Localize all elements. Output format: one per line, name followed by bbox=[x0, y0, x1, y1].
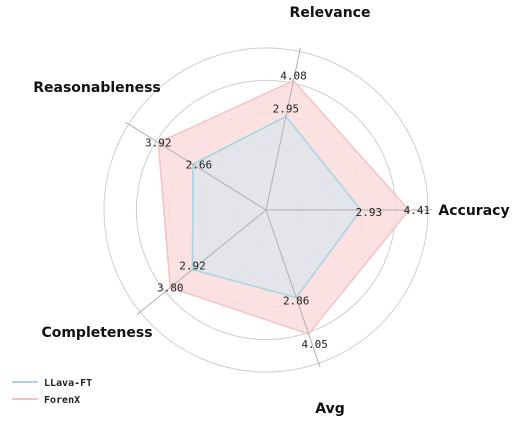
radar-series bbox=[157, 79, 410, 336]
value-label-forenx-avg: 4.05 bbox=[301, 338, 328, 351]
value-label-forenx-reasonableness: 3.92 bbox=[145, 137, 172, 150]
legend-label-forenx: ForenX bbox=[44, 395, 80, 406]
value-label-llava-ft-avg: 2.86 bbox=[283, 295, 310, 308]
axis-label-reasonableness: Reasonableness bbox=[33, 80, 161, 96]
legend: LLava-FT ForenX bbox=[12, 378, 92, 406]
value-label-llava-ft-relevance: 2.95 bbox=[273, 103, 300, 116]
value-label-forenx-relevance: 4.08 bbox=[280, 70, 307, 83]
value-label-forenx-accuracy: 4.41 bbox=[404, 204, 431, 217]
legend-label-llava-ft: LLava-FT bbox=[44, 378, 92, 389]
value-labels: 2.95 2.66 2.92 2.86 2.93 4.08 3.92 3.80 4.05 4.41 bbox=[145, 70, 430, 351]
axis-label-completeness: Completeness bbox=[41, 325, 152, 341]
radar-axes bbox=[124, 47, 432, 368]
series-polygon-llava-ft bbox=[191, 115, 362, 299]
value-label-llava-ft-accuracy: 2.93 bbox=[356, 206, 383, 219]
axis-label-accuracy: Accuracy bbox=[438, 203, 509, 219]
value-label-llava-ft-completeness: 2.92 bbox=[179, 260, 206, 273]
axis-spoke-reasonableness bbox=[124, 121, 267, 211]
axis-spoke-avg bbox=[265, 209, 321, 368]
axis-label-avg: Avg bbox=[315, 401, 344, 417]
value-label-forenx-completeness: 3.80 bbox=[157, 282, 184, 295]
axis-label-relevance: Relevance bbox=[290, 5, 371, 21]
axis-labels: Relevance Reasonableness Completeness Av… bbox=[33, 5, 509, 417]
axis-spoke-completeness bbox=[136, 209, 267, 315]
axis-spoke-relevance bbox=[265, 47, 301, 211]
value-label-llava-ft-reasonableness: 2.66 bbox=[186, 158, 213, 171]
